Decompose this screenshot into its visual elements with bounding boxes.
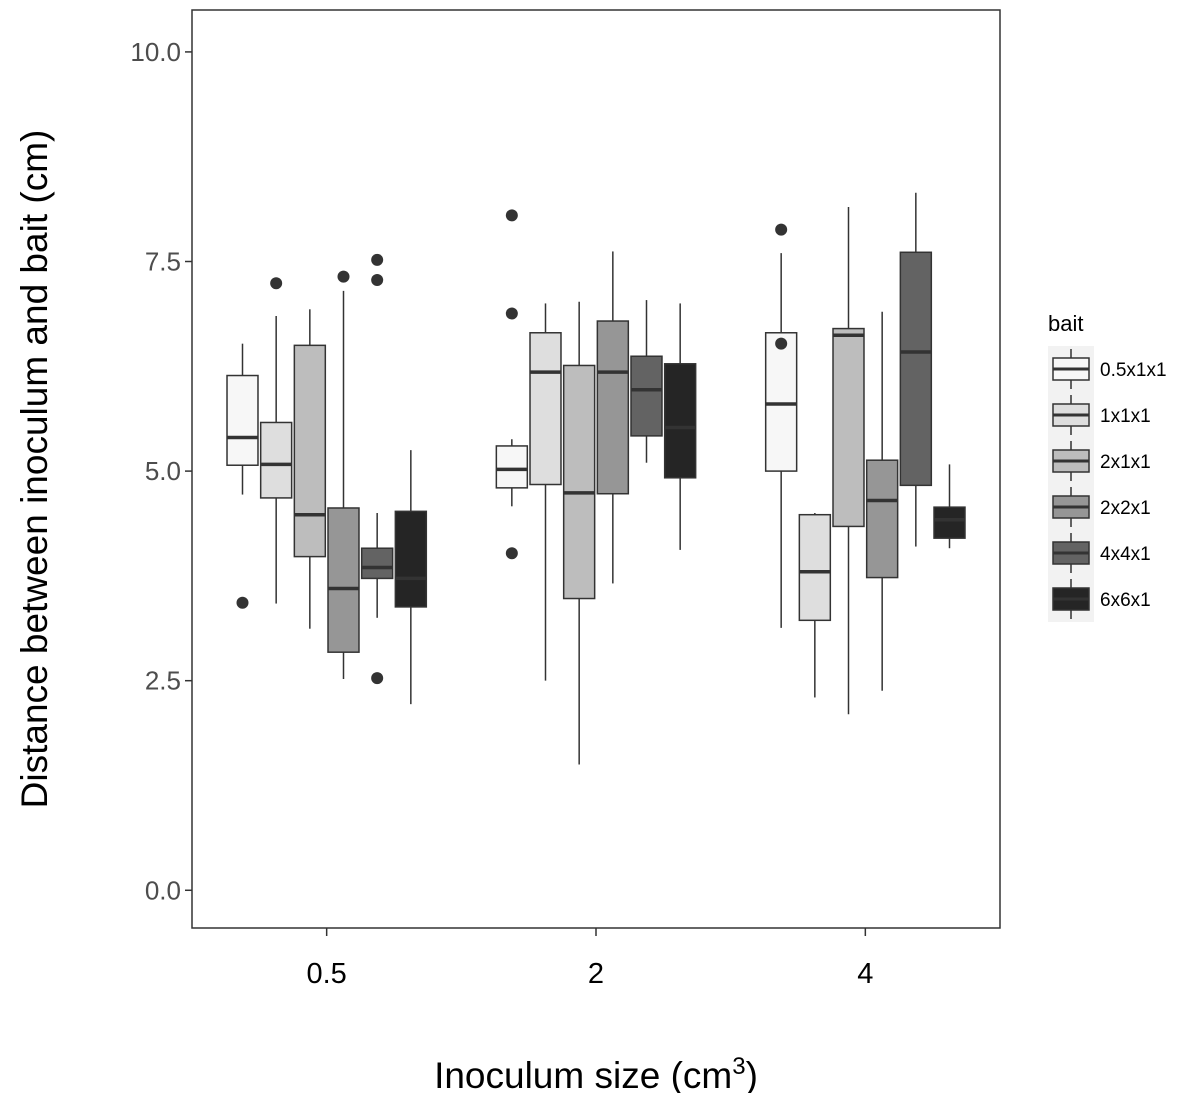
box-1x1x1-2 [529, 303, 562, 681]
box-iqr [630, 355, 663, 437]
box-0.5x1x1-4 [764, 223, 798, 628]
y-axis-title: Distance between inoculum and bait (cm) [14, 130, 55, 809]
box-iqr [394, 510, 428, 608]
outlier-point [236, 596, 249, 609]
legend: bait 0.5x1x1 1x1x1 2x1x1 2x2x1 4x4x1 6x6x1 [1048, 311, 1167, 622]
y-tick-label: 5.0 [145, 456, 181, 486]
box-4x4x1-2 [630, 300, 663, 463]
outlier-point [337, 270, 350, 283]
box-iqr [798, 513, 832, 622]
box-iqr [360, 547, 394, 580]
x-axis-title: Inoculum size (cm3) [434, 1053, 758, 1093]
legend-title: bait [1048, 311, 1083, 336]
box-iqr [495, 445, 529, 489]
legend-item-2x2x1: 2x2x1 [1048, 484, 1151, 530]
legend-item-1x1x1: 1x1x1 [1048, 392, 1151, 438]
box-6x6x1-0.5 [394, 450, 428, 705]
legend-item-2x1x1: 2x1x1 [1048, 438, 1151, 484]
legend-item-4x4x1: 4x4x1 [1048, 530, 1151, 576]
outlier-point [371, 273, 384, 286]
box-2x1x1-4 [832, 207, 865, 715]
x-axis-title-suffix: ) [746, 1055, 758, 1093]
box-iqr [933, 506, 966, 539]
legend-items: 0.5x1x1 1x1x1 2x1x1 2x2x1 4x4x1 6x6x1 [1048, 346, 1167, 622]
outlier-point [775, 223, 788, 236]
legend-item-0.5x1x1: 0.5x1x1 [1048, 346, 1167, 392]
x-axis-title-main: Inoculum size (cm [434, 1055, 732, 1093]
outlier-point [505, 547, 518, 560]
x-axis-title-superscript: 3 [732, 1053, 745, 1080]
box-iqr [226, 374, 259, 466]
box-1x1x1-0.5 [259, 277, 293, 604]
outlier-point [270, 277, 283, 290]
legend-label: 6x6x1 [1100, 590, 1151, 611]
box-iqr [562, 364, 596, 600]
box-6x6x1-4 [933, 464, 966, 549]
box-6x6x1-2 [663, 303, 697, 550]
box-iqr [529, 332, 562, 486]
x-tick-label: 2 [588, 958, 604, 990]
box-2x2x1-2 [596, 251, 630, 584]
box-iqr [865, 459, 899, 579]
outlier-point [775, 337, 788, 350]
outlier-point [371, 672, 384, 685]
boxes-layer [226, 192, 966, 765]
y-tick-label: 0.0 [145, 875, 181, 905]
box-2x2x1-4 [865, 311, 899, 691]
legend-label: 2x1x1 [1100, 452, 1151, 473]
outlier-point [371, 253, 384, 266]
box-iqr [832, 327, 865, 528]
box-iqr [764, 332, 798, 472]
box-iqr [327, 507, 360, 653]
box-iqr [259, 421, 293, 499]
box-2x1x1-0.5 [293, 309, 327, 629]
box-0.5x1x1-0.5 [226, 343, 259, 609]
y-tick-label: 7.5 [145, 247, 181, 277]
box-4x4x1-0.5 [360, 253, 394, 685]
legend-label: 2x2x1 [1100, 498, 1151, 519]
y-tick-label: 10.0 [130, 37, 181, 67]
y-axis: 0.0 2.5 5.0 7.5 10.0 [130, 37, 192, 905]
plot-panel [191, 9, 1001, 929]
box-iqr [293, 344, 327, 558]
box-iqr [596, 320, 630, 495]
x-axis: 0.5 2 4 [307, 928, 873, 990]
y-tick-label: 2.5 [145, 666, 181, 696]
box-2x2x1-0.5 [327, 270, 360, 680]
x-tick-label: 0.5 [307, 958, 347, 990]
box-0.5x1x1-2 [495, 209, 529, 560]
legend-label: 1x1x1 [1100, 406, 1151, 427]
box-1x1x1-4 [798, 513, 832, 698]
x-tick-label: 4 [857, 958, 873, 990]
box-iqr [663, 363, 697, 479]
box-4x4x1-4 [899, 192, 933, 547]
legend-label: 4x4x1 [1100, 544, 1151, 565]
box-iqr [899, 251, 933, 487]
outlier-point [505, 307, 518, 320]
outlier-point [505, 209, 518, 222]
legend-label: 0.5x1x1 [1100, 360, 1167, 381]
legend-item-6x6x1: 6x6x1 [1048, 576, 1151, 622]
box-2x1x1-2 [562, 301, 596, 765]
